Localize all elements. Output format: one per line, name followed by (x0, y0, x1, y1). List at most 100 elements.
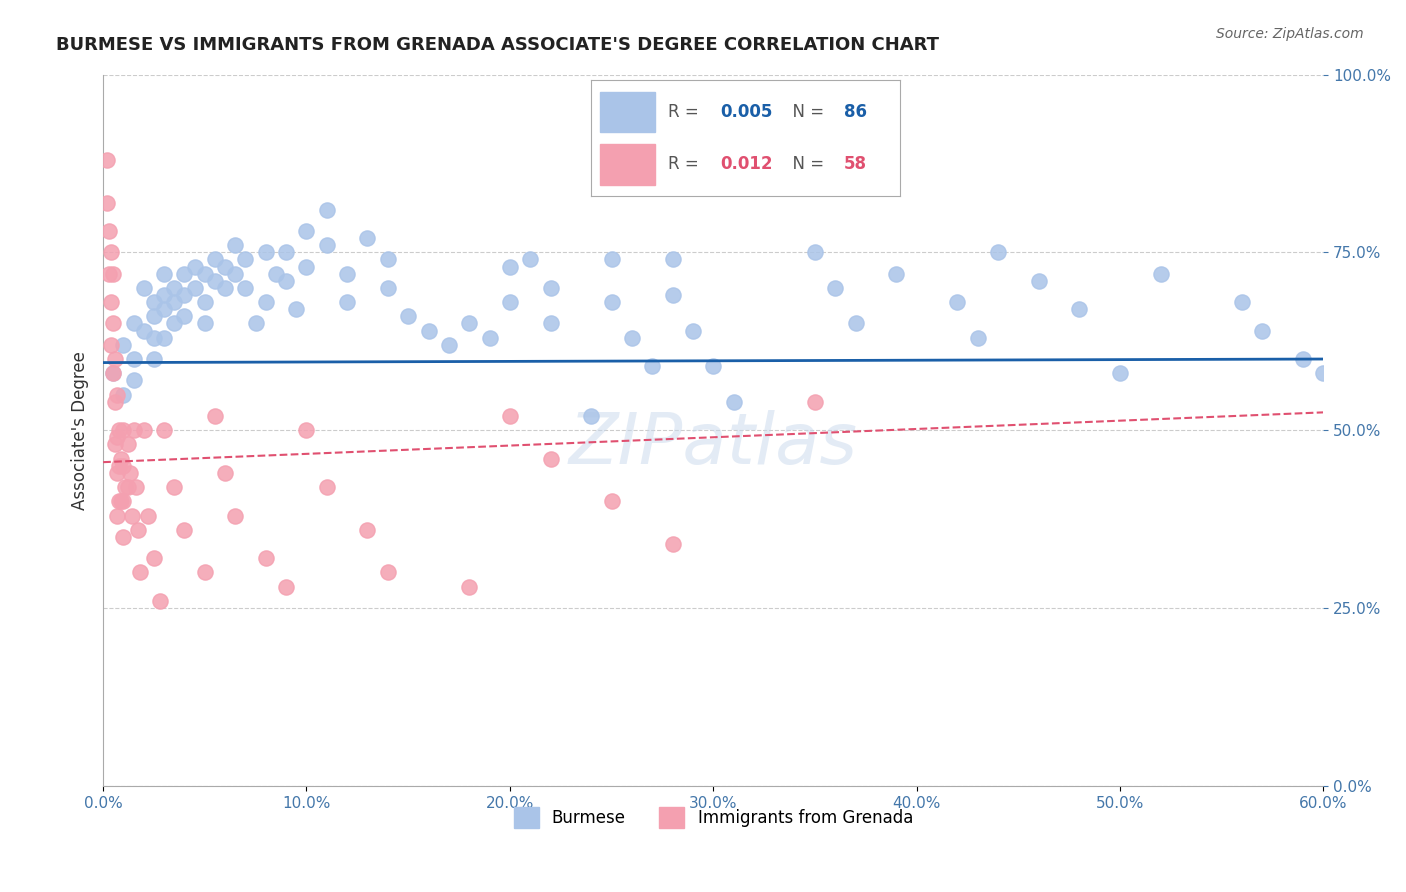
Point (478, 331, 501, 345)
Point (285, 302, 308, 317)
Point (966, 331, 988, 345)
Point (254, 295, 277, 310)
Point (173, 310, 195, 324)
Point (173, 523, 195, 537)
Point (112, 458, 135, 473)
Point (117, 437, 139, 451)
Text: 0.005: 0.005 (720, 103, 773, 120)
Point (661, 252, 683, 267)
Point (183, 260, 205, 274)
Text: ZIPatlas: ZIPatlas (568, 410, 858, 479)
Point (163, 281, 186, 295)
Point (254, 245, 277, 260)
Point (117, 480, 139, 494)
Point (103, 267, 125, 281)
Point (112, 387, 135, 401)
Point (163, 480, 186, 494)
Point (105, 508, 128, 523)
Point (136, 508, 159, 523)
Point (377, 566, 399, 580)
Point (1251, 324, 1274, 338)
Point (122, 317, 145, 331)
Point (163, 295, 186, 310)
Point (214, 281, 236, 295)
Point (377, 252, 399, 267)
Point (224, 267, 246, 281)
Text: BURMESE VS IMMIGRANTS FROM GRENADA ASSOCIATE'S DEGREE CORRELATION CHART: BURMESE VS IMMIGRANTS FROM GRENADA ASSOC… (56, 36, 939, 54)
Point (600, 295, 623, 310)
Point (143, 351, 166, 366)
Point (1109, 366, 1132, 380)
Point (194, 267, 217, 281)
Point (499, 409, 522, 423)
Text: Source: ZipAtlas.com: Source: ZipAtlas.com (1216, 27, 1364, 41)
Point (600, 252, 623, 267)
Point (132, 423, 155, 437)
Point (122, 351, 145, 366)
Point (987, 245, 1010, 260)
Point (499, 295, 522, 310)
Point (103, 366, 125, 380)
Point (104, 437, 127, 451)
Bar (600, 144, 655, 185)
Point (143, 331, 166, 345)
Point (194, 317, 217, 331)
Point (112, 338, 135, 352)
Text: 86: 86 (844, 103, 868, 120)
Point (143, 310, 166, 324)
Point (437, 338, 460, 352)
Point (276, 274, 298, 288)
Point (254, 551, 277, 566)
Point (600, 494, 623, 508)
Point (112, 494, 135, 508)
Point (100, 295, 122, 310)
Point (214, 466, 236, 480)
Point (356, 231, 378, 245)
Point (824, 281, 846, 295)
Point (336, 295, 359, 310)
Text: R =: R = (668, 155, 704, 173)
Point (112, 530, 135, 544)
Point (1069, 302, 1091, 317)
Bar (600, 92, 655, 132)
Point (100, 338, 122, 352)
Point (128, 566, 150, 580)
Point (224, 238, 246, 252)
Text: N =: N = (782, 155, 830, 173)
Point (98, 224, 121, 238)
Point (1230, 295, 1253, 310)
Point (276, 245, 298, 260)
Point (356, 523, 378, 537)
Point (946, 295, 969, 310)
Point (620, 331, 643, 345)
Point (315, 238, 337, 252)
Point (121, 508, 143, 523)
Point (153, 288, 176, 302)
Point (98, 267, 121, 281)
Point (96, 195, 118, 210)
Text: R =: R = (668, 103, 704, 120)
Point (1149, 267, 1171, 281)
Point (103, 317, 125, 331)
Point (204, 274, 226, 288)
Point (458, 317, 481, 331)
Point (108, 458, 131, 473)
Point (377, 281, 399, 295)
Point (579, 409, 602, 423)
Point (540, 451, 562, 466)
Point (112, 423, 135, 437)
Point (295, 224, 318, 238)
Point (804, 245, 827, 260)
Point (661, 537, 683, 551)
Point (127, 523, 149, 537)
Point (104, 351, 127, 366)
Point (418, 324, 440, 338)
Point (519, 252, 541, 267)
Text: 58: 58 (844, 155, 868, 173)
Point (96, 153, 118, 167)
Point (458, 580, 481, 594)
Point (295, 260, 318, 274)
Point (1312, 366, 1334, 380)
Point (183, 281, 205, 295)
Point (105, 430, 128, 444)
